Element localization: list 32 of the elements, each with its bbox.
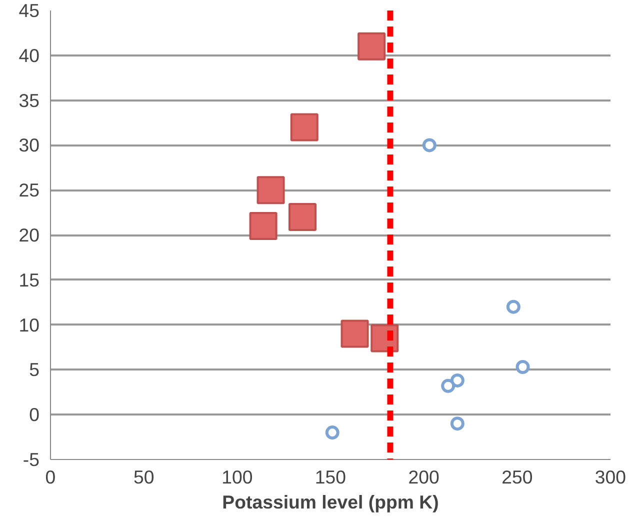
y-tick-label: 30 (18, 134, 40, 156)
x-tick-label: 50 (133, 466, 154, 488)
x-tick-label: 150 (314, 466, 346, 488)
x-tick-label: 100 (222, 466, 253, 488)
point (325, 426, 340, 440)
y-tick-label: 35 (18, 90, 40, 111)
x-tick-label: 300 (594, 466, 626, 488)
y-tick-label: 10 (18, 314, 40, 336)
point (358, 32, 386, 60)
point (288, 203, 316, 232)
y-tick-label: 45 (18, 0, 40, 21)
x-tick-label: 250 (502, 466, 533, 488)
point (290, 113, 318, 142)
point (256, 176, 285, 204)
x-tick-label: 0 (45, 466, 56, 488)
point (340, 320, 369, 348)
y-tick-label: 20 (18, 224, 40, 246)
y-tick-label: 25 (18, 180, 40, 201)
point (441, 378, 456, 393)
x-tick-label: 200 (408, 466, 440, 488)
point (249, 212, 278, 240)
y-tick-label: 40 (18, 44, 40, 66)
x-axis-title: Potassium level (ppm K) (222, 492, 439, 512)
point (450, 416, 464, 431)
y-tick-label: 0 (29, 404, 40, 426)
point (422, 138, 436, 152)
point (450, 373, 464, 388)
point (506, 300, 520, 314)
y-tick-label: 5 (29, 359, 40, 380)
point (516, 360, 530, 374)
y-tick-label: 15 (18, 269, 40, 290)
y-tick-label: -5 (22, 449, 40, 470)
